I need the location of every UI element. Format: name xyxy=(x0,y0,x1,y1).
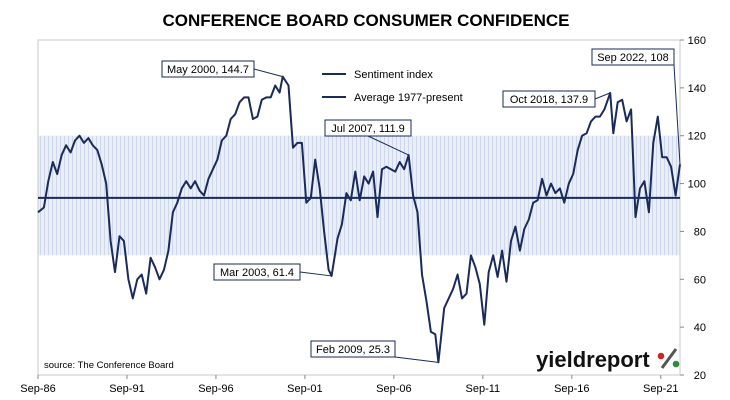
y-tick-label: 60 xyxy=(694,274,706,286)
x-tick-label: Sep-11 xyxy=(466,383,501,395)
annotation-box xyxy=(591,48,675,66)
series-sentiment-line xyxy=(37,75,681,364)
legend-label-sentiment: Sentiment index xyxy=(354,69,433,81)
yieldreport-logo: yieldreport xyxy=(536,347,680,372)
annotation-callout: Mar 2003, 61.4 xyxy=(213,263,332,281)
annotation-box xyxy=(324,119,412,137)
x-tick-label: Sep-01 xyxy=(287,383,322,395)
y-tick-label: 120 xyxy=(688,131,706,143)
annotations: May 2000, 144.7 Jul 2007, 111.9 Mar 2003, … xyxy=(161,48,681,363)
y-tick-label: 100 xyxy=(688,179,706,191)
annotation-box xyxy=(310,340,396,358)
annotation-callout: Sep 2022, 108 xyxy=(591,48,681,165)
y-axis: 20 40 60 80 100 120 140 160 xyxy=(680,35,706,382)
x-tick-label: Sep-96 xyxy=(198,383,233,395)
annotation-label: Feb 2009, 25.3 xyxy=(316,344,390,356)
x-tick-label: Sep-16 xyxy=(554,383,589,395)
x-tick-label: Sep-86 xyxy=(20,383,55,395)
annotation-leader-line xyxy=(594,92,611,100)
x-tick-label: Sep-21 xyxy=(643,383,678,395)
legend: Sentiment index Average 1977-present xyxy=(322,69,463,104)
annotation-callout: May 2000, 144.7 xyxy=(161,60,283,78)
annotation-box xyxy=(213,263,301,281)
annotation-leader-line xyxy=(299,271,332,277)
annotation-label: Mar 2003, 61.4 xyxy=(220,267,294,279)
annotation-box xyxy=(502,90,596,108)
annotation-label: Jul 2007, 111.9 xyxy=(331,123,405,135)
annotation-leader-line xyxy=(367,135,409,156)
annotation-box xyxy=(161,60,255,78)
annotation-label: Oct 2018, 137.9 xyxy=(510,94,588,106)
chart-title: CONFERENCE BOARD CONSUMER CONFIDENCE xyxy=(162,11,569,30)
percent-logo-icon xyxy=(657,348,680,369)
annotation-leader-line xyxy=(673,64,681,165)
y-tick-label: 20 xyxy=(694,370,706,382)
annotation-leader-line xyxy=(394,356,439,363)
x-tick-label: Sep-06 xyxy=(376,383,411,395)
plot-area-frame xyxy=(37,39,681,376)
x-axis: Sep-86 Sep-91 Sep-96 Sep-01 Sep-06 Sep-11 Sep-… xyxy=(20,375,679,395)
legend-label-average: Average 1977-present xyxy=(354,92,463,104)
y-tick-label: 160 xyxy=(688,35,706,47)
annotation-label: May 2000, 144.7 xyxy=(167,64,249,76)
y-tick-label: 40 xyxy=(694,322,706,334)
source-note: source: The Conference Board xyxy=(44,360,174,371)
annotation-callout: Jul 2007, 111.9 xyxy=(324,119,412,156)
annotation-leader-line xyxy=(253,68,283,78)
y-tick-label: 80 xyxy=(694,226,706,238)
x-tick-label: Sep-91 xyxy=(109,383,144,395)
annotation-callout: Feb 2009, 25.3 xyxy=(310,340,439,363)
y-tick-label: 140 xyxy=(688,83,706,95)
annotation-label: Sep 2022, 108 xyxy=(597,52,669,64)
annotation-callout: Oct 2018, 137.9 xyxy=(502,90,611,108)
logo-wordmark: yieldreport xyxy=(536,347,650,372)
